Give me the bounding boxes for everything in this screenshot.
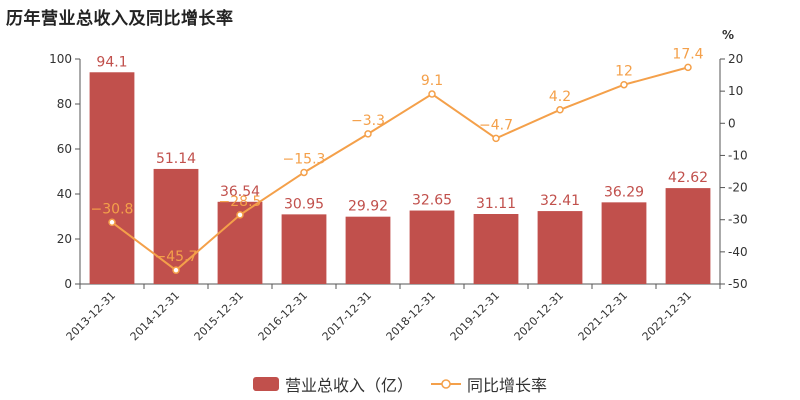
- growth-data-label: −30.8: [91, 201, 134, 217]
- growth-data-label: 4.2: [549, 89, 571, 105]
- legend-item-growth[interactable]: 同比增长率: [431, 372, 547, 396]
- growth-point: [300, 168, 308, 177]
- left-tick-label: 100: [49, 52, 72, 66]
- left-tick-label: 40: [57, 187, 72, 201]
- growth-point: [236, 211, 244, 219]
- legend-bar-swatch: [252, 377, 279, 391]
- x-tick-label: 2017-12-31: [320, 289, 374, 343]
- x-tick-label: 2016-12-31: [256, 289, 310, 343]
- growth-point: [108, 218, 116, 227]
- right-tick-label: -10: [728, 148, 748, 162]
- legend-label-growth: 同比增长率: [467, 376, 548, 395]
- x-tick-label: 2013-12-31: [64, 289, 118, 343]
- left-tick-label: 0: [64, 277, 72, 291]
- x-tick-label: 2015-12-31: [192, 289, 246, 343]
- legend-item-revenue[interactable]: 营业总收入（亿）: [252, 372, 413, 396]
- growth-point: [684, 63, 692, 72]
- growth-data-label: −3.3: [351, 113, 385, 129]
- left-tick-label: 20: [57, 232, 72, 246]
- revenue-bar: [537, 211, 583, 284]
- legend: 营业总收入（亿） 同比增长率: [0, 372, 800, 396]
- revenue-bar: [473, 214, 519, 284]
- legend-line-swatch: [431, 379, 461, 389]
- growth-data-label: 12: [615, 64, 633, 80]
- growth-point: [492, 134, 500, 143]
- revenue-bar: [345, 216, 391, 284]
- revenue-bar: [409, 210, 455, 284]
- revenue-data-label: 36.54: [220, 184, 260, 200]
- revenue-bar: [665, 188, 711, 284]
- growth-point: [620, 80, 628, 89]
- left-tick-label: 60: [57, 142, 72, 156]
- revenue-data-label: 42.62: [668, 170, 708, 186]
- right-tick-label: -50: [728, 277, 748, 291]
- x-tick-label: 2021-12-31: [576, 289, 630, 343]
- right-tick-label: -30: [728, 213, 748, 227]
- x-tick-label: 2022-12-31: [640, 289, 694, 343]
- growth-data-label: −15.3: [283, 151, 326, 167]
- growth-point: [364, 130, 372, 138]
- revenue-data-label: 30.95: [284, 196, 324, 212]
- x-tick-label: 2020-12-31: [512, 289, 566, 343]
- growth-data-label: 17.4: [672, 46, 703, 62]
- x-tick-label: 2014-12-31: [128, 289, 182, 343]
- growth-point: [428, 90, 436, 98]
- left-tick-label: 80: [57, 97, 72, 111]
- revenue-bar: [281, 214, 327, 284]
- revenue-data-label: 32.41: [540, 193, 580, 209]
- growth-line: [111, 66, 689, 272]
- revenue-data-label: 51.14: [156, 151, 196, 167]
- revenue-data-label: 32.65: [412, 193, 452, 209]
- right-axis-unit: %: [722, 28, 734, 42]
- growth-data-label: −45.7: [155, 249, 198, 265]
- x-tick-label: 2018-12-31: [384, 289, 438, 343]
- right-tick-label: 0: [728, 116, 736, 130]
- revenue-data-label: 29.92: [348, 199, 388, 215]
- revenue-bar: [601, 202, 647, 284]
- right-tick-label: -20: [728, 181, 748, 195]
- chart-title: 历年营业总收入及同比增长率: [6, 9, 234, 29]
- growth-data-label: 9.1: [421, 73, 443, 89]
- revenue-data-label: 31.11: [476, 196, 516, 212]
- growth-data-label: −4.7: [479, 117, 513, 133]
- right-tick-label: 10: [728, 84, 743, 98]
- growth-point: [172, 266, 180, 274]
- right-tick-label: 20: [728, 52, 743, 66]
- legend-label-revenue: 营业总收入（亿）: [284, 376, 413, 395]
- x-tick-label: 2019-12-31: [448, 289, 502, 343]
- growth-point: [556, 106, 564, 114]
- right-tick-label: -40: [728, 245, 748, 259]
- revenue-bar: [153, 168, 199, 284]
- growth-data-label: −28.5: [219, 194, 262, 210]
- revenue-data-label: 36.29: [604, 184, 644, 200]
- revenue-data-label: 94.1: [96, 54, 127, 70]
- revenue-bar: [89, 72, 135, 285]
